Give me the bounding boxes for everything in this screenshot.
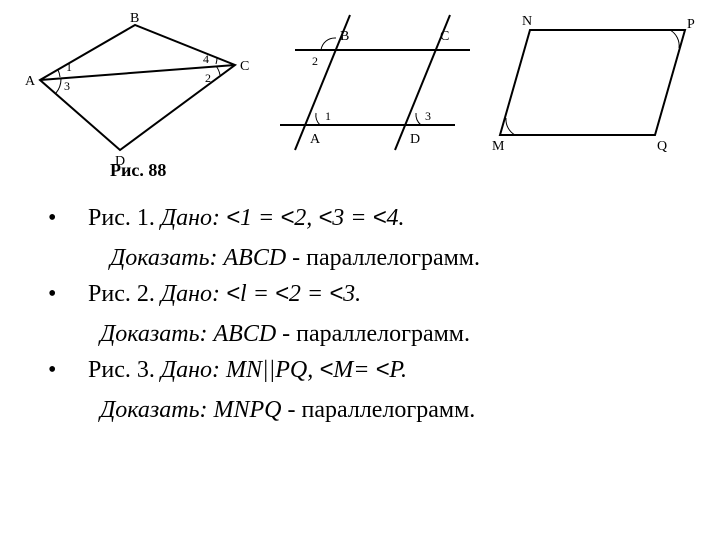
- label-c2: C: [440, 29, 449, 44]
- problem-list: • Рис. 1. Дано: <1 = <2, <3 = <4. Доказа…: [40, 200, 700, 428]
- label-c: C: [240, 59, 249, 74]
- label-n3a: N: [522, 14, 532, 29]
- g3a: M=: [333, 357, 375, 383]
- figures-row: A B C D 1 3 4 2 B C: [20, 10, 700, 170]
- label-4: 4: [203, 52, 209, 66]
- label-b: B: [130, 11, 139, 26]
- p2a: Доказать: ABCD: [100, 321, 276, 347]
- label-a2: A: [310, 132, 321, 147]
- g2c: 3.: [343, 281, 361, 307]
- p2b: - параллелограмм.: [276, 321, 470, 347]
- ris2: Рис. 2.: [88, 281, 161, 307]
- problem-3: • Рис. 3. Дано: MN||PQ, <M= <P.: [40, 352, 700, 388]
- label-p3: P: [687, 17, 695, 32]
- ris3: Рис. 3.: [88, 357, 161, 383]
- label-b2: B: [340, 29, 349, 44]
- prove-1: Доказать: ABCD - параллелограмм.: [40, 240, 700, 276]
- label-1: 1: [66, 60, 72, 74]
- prove-3: Доказать: MNPQ - параллелограмм.: [40, 392, 700, 428]
- given2: Дано:: [161, 281, 226, 307]
- problem-1: • Рис. 1. Дано: <1 = <2, <3 = <4.: [40, 200, 700, 236]
- label-q3: Q: [657, 139, 667, 154]
- label-n2: 2: [312, 54, 318, 68]
- label-2: 2: [205, 71, 211, 85]
- figure-2: B C A D 1 2 3: [270, 10, 480, 170]
- label-d2: D: [410, 132, 420, 147]
- label-3: 3: [64, 79, 70, 93]
- figure-3: N P M Q: [490, 10, 700, 170]
- p1b: - параллелограмм.: [286, 245, 480, 271]
- ris1: Рис. 1.: [88, 205, 161, 231]
- p3a: Доказать: MNPQ: [100, 397, 282, 423]
- g2b: 2 =: [289, 281, 329, 307]
- figure-caption: Рис. 88: [110, 160, 166, 181]
- bullet-dot-3: •: [40, 352, 88, 388]
- bullet-dot: •: [40, 200, 88, 236]
- g2a: l =: [240, 281, 275, 307]
- p3b: - параллелограмм.: [282, 397, 476, 423]
- label-a: A: [25, 74, 36, 89]
- page-container: A B C D 1 3 4 2 B C: [0, 0, 720, 540]
- label-n1: 1: [325, 109, 331, 123]
- given3: Дано: MN||PQ,: [161, 357, 319, 383]
- g1b: 2,: [294, 205, 318, 231]
- figure-1: A B C D 1 3 4 2: [20, 10, 250, 170]
- g1a: 1 =: [240, 205, 280, 231]
- g3b: P.: [389, 357, 407, 383]
- given1: Дано:: [161, 205, 226, 231]
- g1d: 4.: [386, 205, 404, 231]
- p1a: Доказать: ABCD: [110, 245, 286, 271]
- problem-2: • Рис. 2. Дано: <l = <2 = <3.: [40, 276, 700, 312]
- prove-2: Доказать: ABCD - параллелограмм.: [40, 316, 700, 352]
- label-m3: M: [492, 139, 505, 154]
- label-n3: 3: [425, 109, 431, 123]
- g1c: 3 =: [332, 205, 372, 231]
- bullet-dot-2: •: [40, 276, 88, 312]
